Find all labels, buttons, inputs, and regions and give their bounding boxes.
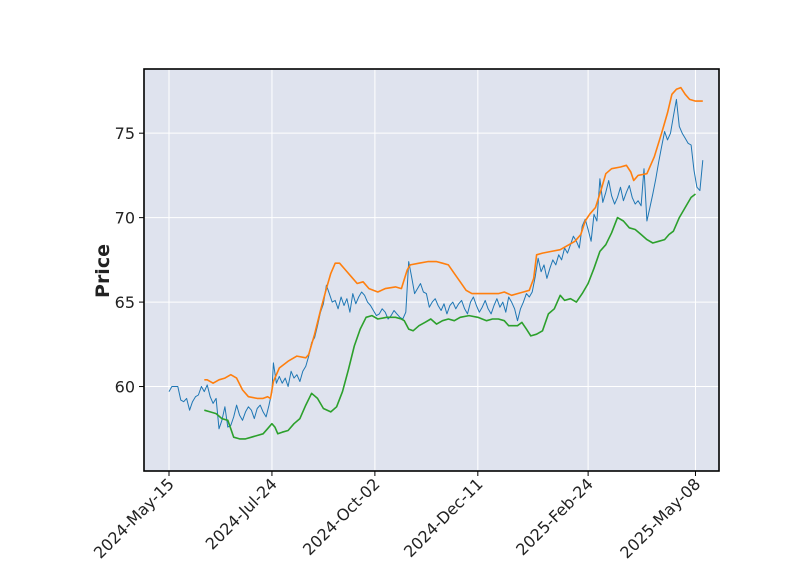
x-tick-label: 2024-Jul-24 [202, 474, 281, 553]
x-tick-label: 2024-Dec-11 [400, 474, 487, 561]
x-tick-label: 2024-Oct-02 [299, 474, 384, 559]
y-axis-title: Price [92, 244, 114, 298]
x-tick-label: 2025-May-08 [616, 474, 704, 562]
y-axis: 60 65 70 75 [115, 124, 144, 397]
y-tick-label: 70 [115, 209, 135, 228]
series-layer [168, 86, 704, 440]
x-tick-label: 2024-May-15 [90, 474, 178, 562]
series-line-upper [204, 86, 703, 400]
plot-frame [143, 68, 720, 472]
series-line-price [168, 98, 704, 430]
y-tick-label: 75 [115, 124, 135, 143]
y-tick-label: 60 [115, 378, 135, 397]
series-line-lower [204, 193, 696, 440]
y-tick-label: 65 [115, 293, 135, 312]
x-axis: 2024-May-15 2024-Jul-24 2024-Oct-02 2024-De… [90, 471, 704, 562]
grid-lines [144, 69, 719, 471]
x-tick-label: 2025-Feb-24 [512, 474, 597, 559]
plot-background [144, 69, 719, 471]
